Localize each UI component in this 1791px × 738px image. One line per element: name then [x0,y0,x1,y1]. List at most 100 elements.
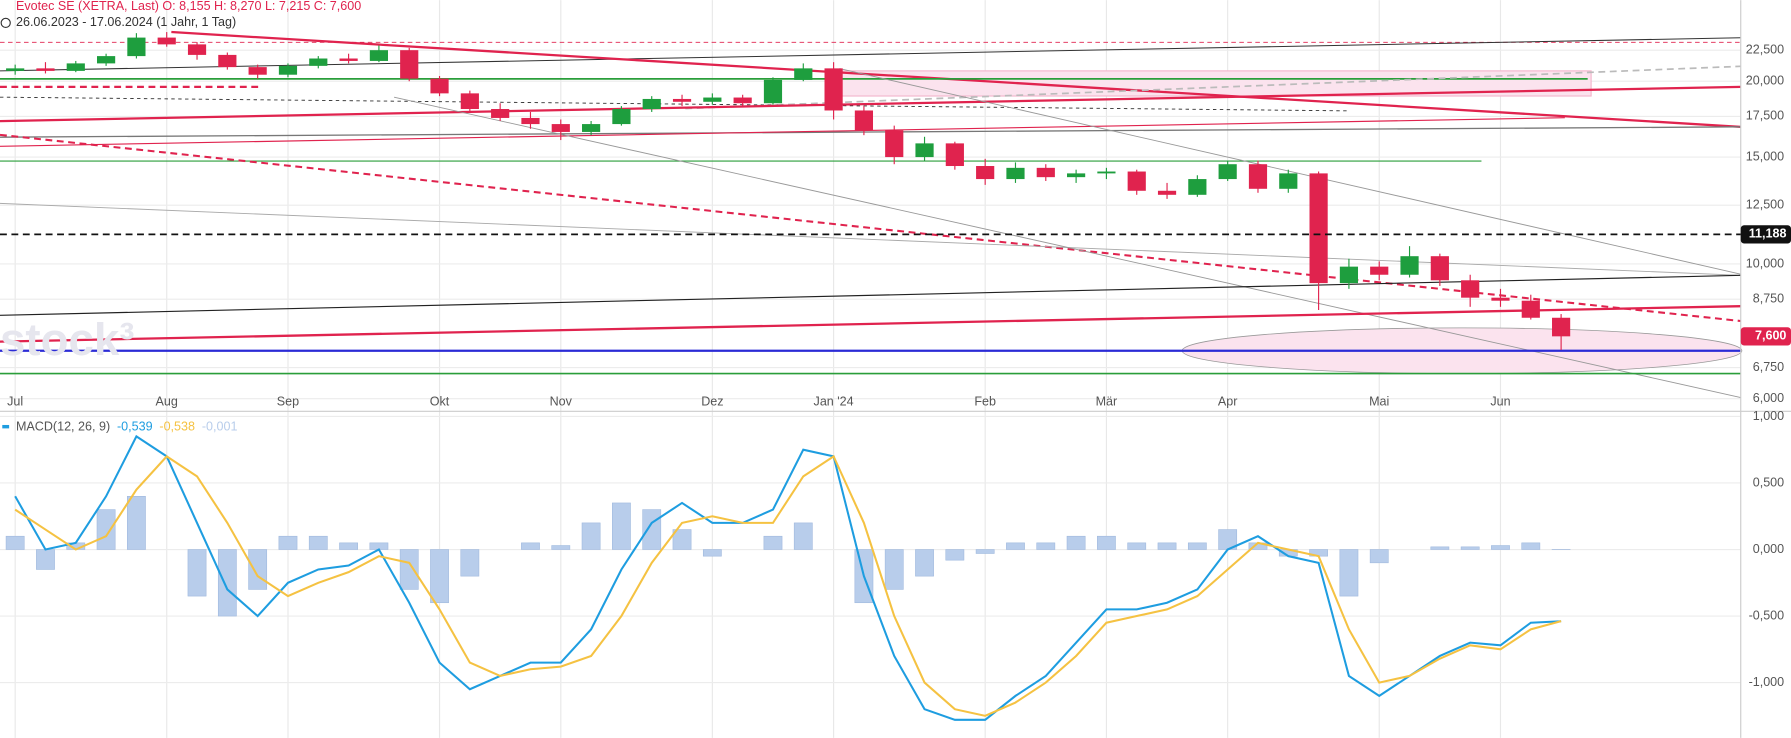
y-tick-label: 8,750 [1753,291,1784,305]
candle-body [491,109,510,118]
candle-body [854,110,874,131]
trendline [0,305,1741,343]
candle-body [1188,179,1207,195]
histogram-bar [399,549,419,590]
histogram-bar [1036,542,1056,550]
candle-body [218,54,237,68]
histogram-bar [1097,535,1116,550]
trendline [393,96,1741,399]
x-tick-label: Mai [1369,394,1389,408]
histogram-bar [521,542,540,550]
candle-body [612,109,631,125]
watermark: stock³ [0,314,135,365]
y-tick-label: -1,000 [1749,675,1785,689]
y-tick-label: 17,500 [1746,109,1784,123]
candle-body [400,50,419,79]
x-tick-label: Jun [1490,394,1510,408]
candle-body [824,68,843,111]
x-tick-label: Dez [701,394,723,408]
histogram-bar [581,522,601,550]
histogram-bar [248,549,268,590]
histogram-bar [1521,542,1541,550]
histogram-bar [1157,542,1177,550]
y-tick-label: -0,500 [1749,608,1785,622]
histogram-bar [945,549,965,561]
candle-body [1430,256,1449,281]
histogram-bar [127,496,146,550]
candle-body [1461,280,1480,298]
histogram-bar [672,529,692,550]
price-label: 7,600 [1755,329,1786,343]
trendline [0,85,1741,123]
histogram-bar [763,535,783,550]
candle-body [945,143,964,167]
price-label-box [1740,225,1791,244]
candle-body [339,58,358,61]
candle-body [127,37,146,57]
x-tick-label: Aug [156,394,178,408]
candle-body [976,166,995,180]
histogram-bar [430,549,449,604]
candle-body [36,68,55,71]
candle-body [1248,164,1268,189]
trendline [0,117,1565,147]
price-label-box [1740,327,1791,346]
candle-body [187,44,207,55]
candle-body [672,98,692,102]
x-tick-label: Okt [430,394,450,408]
candle-body [1067,173,1086,178]
y-tick-label: 20,000 [1746,74,1784,88]
histogram-bar [460,549,480,577]
drawings [0,30,1743,399]
candle-body [763,79,783,104]
y-tick-label: 12,500 [1746,197,1784,211]
histogram-bar [217,549,237,617]
histogram-bar [551,545,571,550]
candle-body [430,78,449,94]
trendline [0,37,1741,72]
trendline [0,126,1741,138]
candle-body [66,63,85,71]
histogram-bar [1006,542,1025,550]
y-tick-label: 0,500 [1753,475,1784,489]
histogram-bar [5,535,25,550]
histogram-bar [915,549,934,577]
y-tick-label: 6,750 [1753,360,1784,374]
y-tick-label: 10,000 [1746,256,1784,270]
y-tick-label: 1,000 [1753,409,1784,423]
histogram-bar [1339,549,1359,597]
candle-body [1309,173,1328,284]
candle-body [1036,167,1055,178]
histogram-bar [1187,542,1207,550]
legend-label: MACD(12, 26, 9) [16,420,110,434]
histogram-bar [1460,546,1480,550]
candle-body [369,50,389,61]
histogram-bar [1369,549,1389,564]
histogram-bar [278,535,298,550]
candle-body [1097,171,1116,174]
histogram-bar [36,549,55,570]
histogram-bar [187,549,207,597]
histogram-bar [96,509,116,550]
candle-body [551,124,570,132]
macd-line [14,434,1562,721]
candle-body [1279,173,1298,189]
header-title: Evotec SE (XETRA, Last) O: 8,155 H: 8,27… [16,0,361,13]
histogram-bar [1491,545,1510,550]
candle-body [1491,297,1510,301]
header-range: 26.06.2023 - 17.06.2024 (1 Jahr, 1 Tag) [16,15,236,29]
y-tick-label: 15,000 [1746,149,1784,163]
candle-body [97,56,116,64]
candle-body [915,143,934,158]
x-tick-label: Jan '24 [814,394,854,408]
trendline [0,274,1741,316]
candle-body [248,67,267,75]
candle-body [521,117,540,125]
histogram-bar [642,509,662,550]
x-tick-label: Jul [7,394,23,408]
price-label: 11,188 [1749,227,1787,241]
candle-body [1157,190,1177,195]
candle-body [1521,300,1540,318]
histogram-bar [702,549,722,557]
